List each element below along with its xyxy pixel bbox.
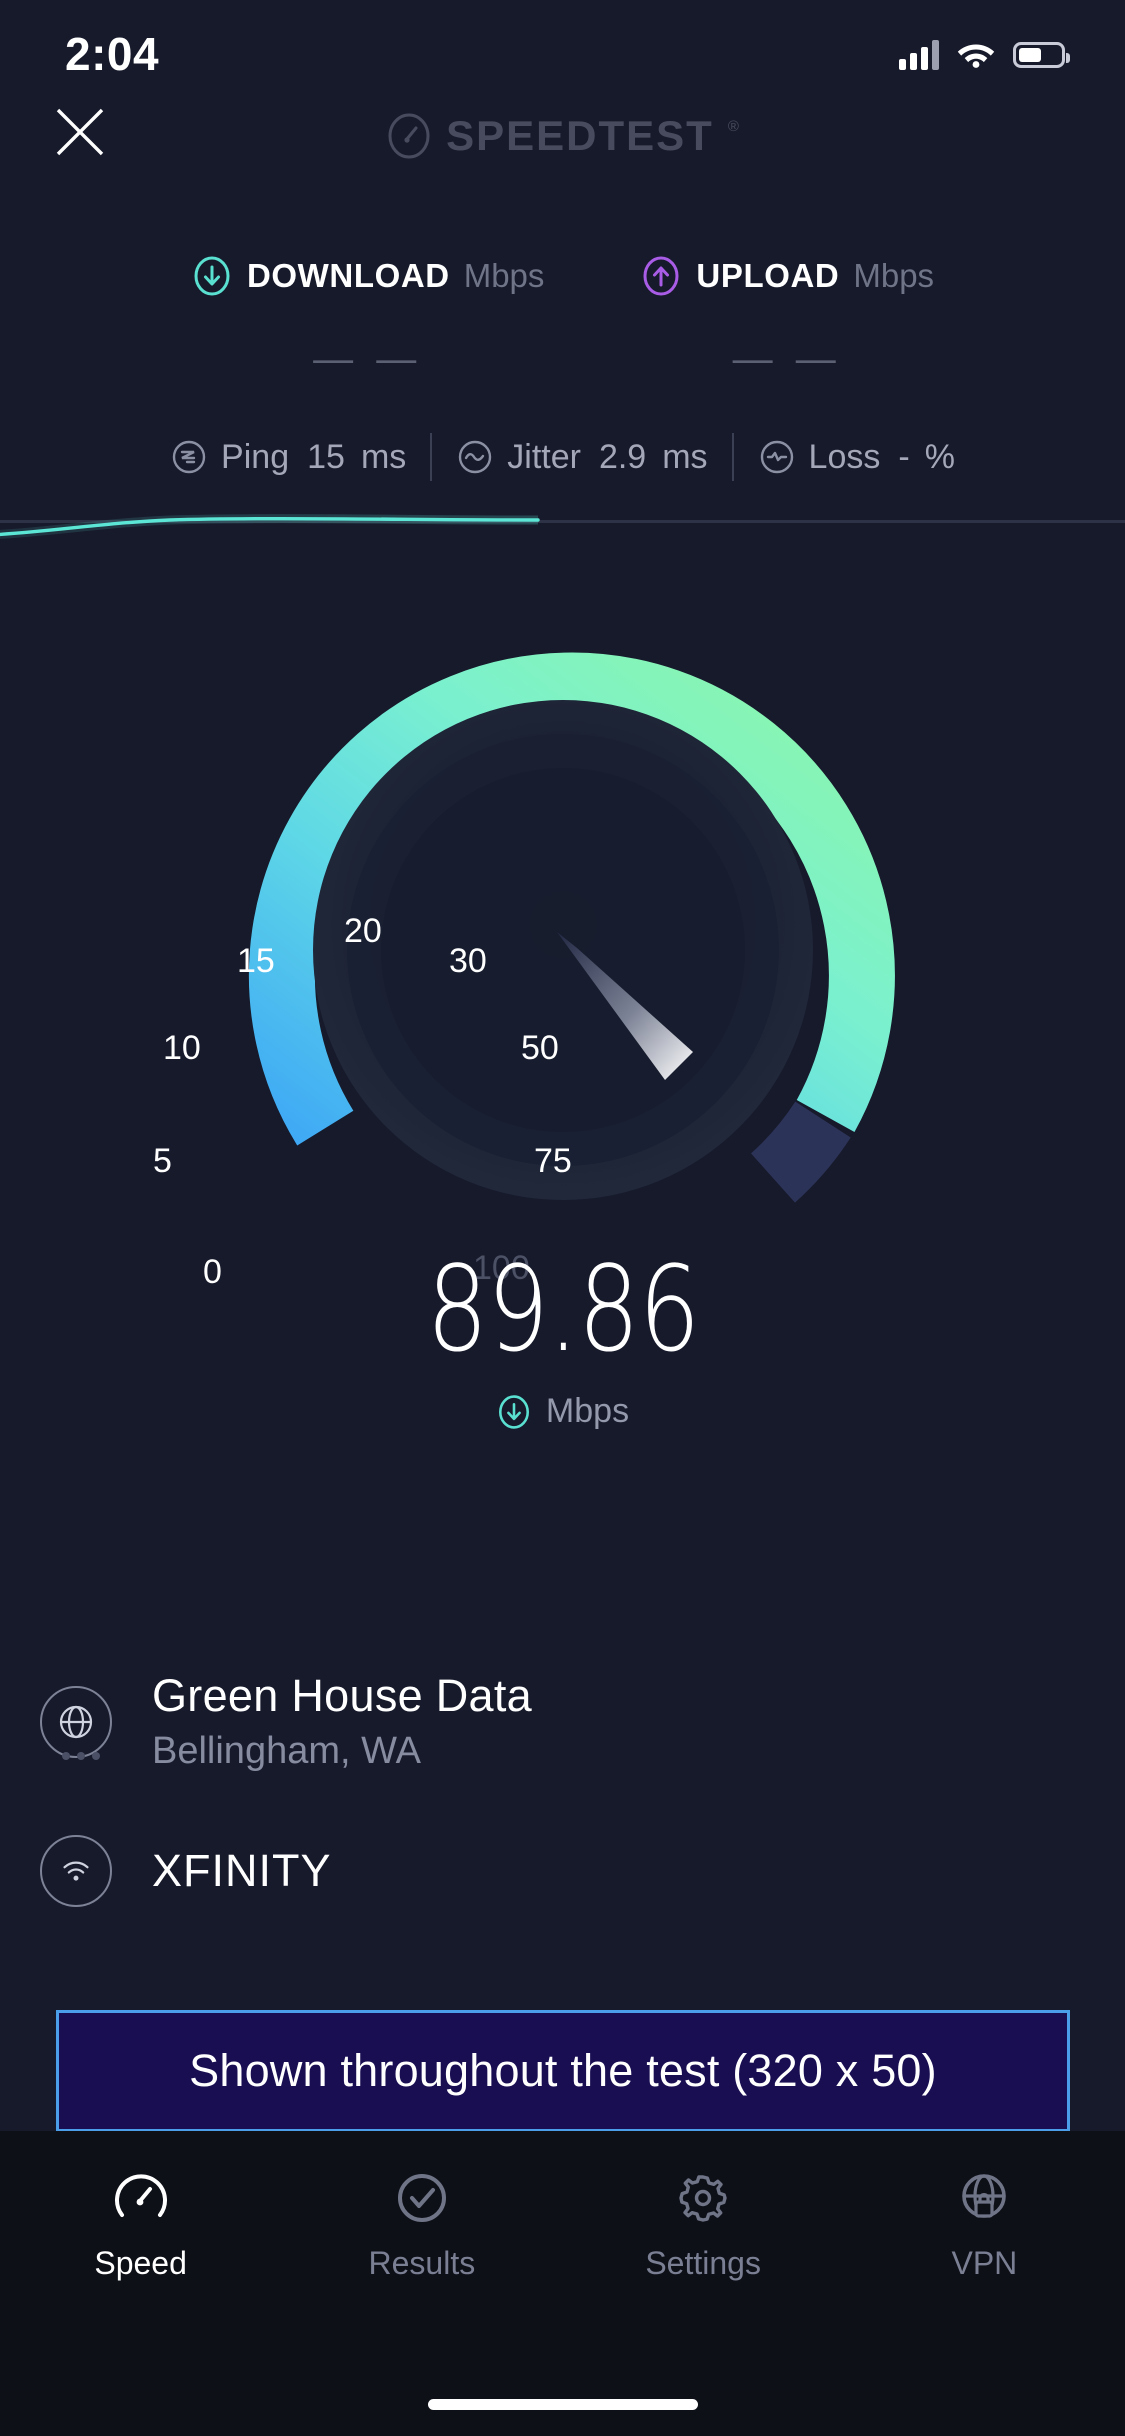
tab-vpn[interactable]: VPN [844, 2167, 1125, 2282]
wifi-circle-icon [40, 1835, 112, 1907]
server-row[interactable]: Green House Data Bellingham, WA [0, 1670, 1125, 1773]
status-bar-icons [899, 38, 1070, 73]
speed-gauge [213, 600, 913, 1300]
gauge-tick-20: 20 [344, 912, 382, 950]
check-circle-icon [397, 2174, 446, 2222]
isp-name: XFINITY [152, 1845, 332, 1896]
gear-icon [679, 2175, 727, 2222]
cellular-signal-icon [899, 40, 939, 70]
stat-jitter-unit: ms [662, 437, 708, 476]
speed-readout: 89.86 Mbps [213, 1250, 913, 1431]
stat-jitter: Jitter 2.9 ms [432, 438, 731, 477]
gauge-tick-15: 15 [237, 942, 275, 980]
gauge-tick-0: 0 [203, 1253, 222, 1291]
gauge-tick-50: 50 [521, 1029, 559, 1067]
close-icon [56, 108, 104, 156]
metric-download: DOWNLOAD Mbps — — [191, 255, 544, 382]
jitter-icon [459, 440, 492, 474]
ad-banner[interactable]: Shown throughout the test (320 x 50) [56, 2010, 1070, 2132]
progress-line [0, 487, 540, 547]
ellipsis-icon [62, 1752, 100, 1760]
tab-results-label: Results [368, 2245, 476, 2281]
status-bar: 2:04 [0, 0, 1125, 96]
stat-ping-label: Ping [221, 437, 290, 476]
speedometer-logo-icon [388, 113, 430, 159]
tab-settings-label: Settings [645, 2245, 761, 2281]
stat-loss-unit: % [924, 437, 955, 476]
gauge-tick-75: 75 [534, 1142, 572, 1180]
home-indicator[interactable] [427, 2399, 698, 2410]
stat-ping: Ping 15 ms [146, 438, 430, 477]
stat-loss-value: - [898, 437, 910, 476]
stat-ping-unit: ms [360, 437, 407, 476]
metric-upload-label: UPLOAD [696, 257, 840, 294]
tab-vpn-label: VPN [951, 2245, 1018, 2281]
ping-icon [172, 440, 206, 474]
bottom-tab-bar: Speed Results Settings VPN [0, 2131, 1125, 2436]
tab-results[interactable]: Results [281, 2167, 562, 2282]
metric-download-value: — — [313, 337, 423, 381]
progress-track [0, 520, 1125, 523]
connection-info-list: Green House Data Bellingham, WA XFINITY [0, 1670, 1125, 1907]
metric-download-unit: Mbps [463, 257, 545, 294]
isp-row[interactable]: XFINITY [0, 1835, 1125, 1907]
speed-unit-label: Mbps [545, 1392, 630, 1430]
close-button[interactable] [40, 92, 120, 172]
gauge-tick-10: 10 [163, 1029, 201, 1067]
gauge-tick-5: 5 [153, 1142, 172, 1180]
app-header: SPEEDTEST ® [0, 96, 1125, 176]
speedometer-icon [114, 2174, 167, 2217]
stat-loss: Loss - % [734, 438, 979, 477]
vpn-globe-lock-icon [962, 2174, 1007, 2218]
loss-icon [760, 440, 793, 474]
tab-speed[interactable]: Speed [0, 2167, 281, 2282]
metric-download-label: DOWNLOAD [246, 257, 450, 294]
connection-stats-row: Ping 15 ms Jitter 2.9 ms Loss - % [0, 433, 1125, 481]
ad-banner-text: Shown throughout the test (320 x 50) [189, 2045, 937, 2096]
stat-ping-value: 15 [307, 437, 345, 476]
tab-speed-label: Speed [94, 2245, 187, 2281]
brand-name: SPEEDTEST [446, 112, 714, 159]
download-arrow-icon [498, 1394, 529, 1429]
gauge-tick-100: 100 [473, 1249, 530, 1287]
globe-icon [40, 1685, 112, 1758]
brand-logo: SPEEDTEST ® [386, 112, 739, 160]
tab-settings[interactable]: Settings [563, 2167, 844, 2282]
metric-upload-unit: Mbps [853, 257, 935, 294]
stat-loss-label: Loss [808, 437, 881, 476]
metric-upload: UPLOAD Mbps — — [640, 255, 934, 382]
metrics-row: DOWNLOAD Mbps — — UPLOAD Mbps — — [0, 255, 1125, 382]
stat-jitter-label: Jitter [507, 437, 581, 476]
gauge-tick-30: 30 [449, 942, 487, 980]
metric-upload-value: — — [732, 337, 842, 381]
stats-divider-2 [731, 433, 734, 481]
download-arrow-icon [194, 256, 230, 296]
status-bar-time: 2:04 [65, 28, 160, 80]
stats-divider [430, 433, 433, 481]
server-location: Bellingham, WA [152, 1730, 421, 1772]
battery-icon [1013, 42, 1070, 68]
test-progress-graph [0, 487, 1125, 547]
speed-value: 89.86 [426, 1240, 700, 1378]
upload-arrow-icon [643, 256, 679, 296]
server-name: Green House Data [152, 1670, 533, 1721]
brand-trademark: ® [727, 118, 739, 135]
stat-jitter-value: 2.9 [598, 437, 647, 476]
wifi-icon [955, 38, 997, 73]
